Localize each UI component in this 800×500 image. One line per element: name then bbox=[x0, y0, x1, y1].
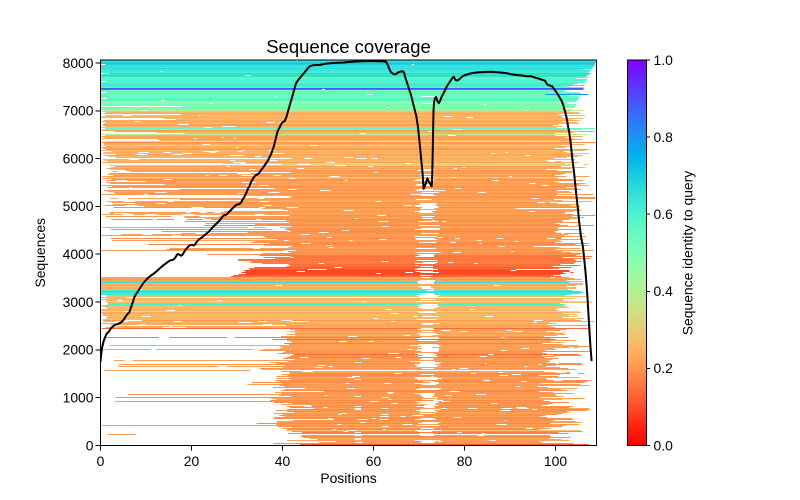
svg-text:0.0: 0.0 bbox=[654, 437, 674, 453]
svg-text:Sequence coverage: Sequence coverage bbox=[266, 36, 431, 57]
svg-text:8000: 8000 bbox=[63, 55, 94, 71]
svg-text:6000: 6000 bbox=[63, 150, 94, 166]
svg-text:Sequences: Sequences bbox=[32, 218, 48, 288]
svg-text:80: 80 bbox=[457, 453, 473, 469]
svg-text:0.8: 0.8 bbox=[654, 129, 674, 145]
svg-text:60: 60 bbox=[366, 453, 382, 469]
svg-text:5000: 5000 bbox=[63, 198, 94, 214]
svg-text:0.4: 0.4 bbox=[654, 283, 674, 299]
svg-text:100: 100 bbox=[544, 453, 567, 469]
svg-text:Positions: Positions bbox=[320, 470, 376, 486]
svg-text:0: 0 bbox=[86, 437, 94, 453]
svg-text:3000: 3000 bbox=[63, 294, 94, 310]
svg-text:0.2: 0.2 bbox=[654, 360, 674, 376]
svg-text:40: 40 bbox=[275, 453, 291, 469]
svg-text:0.6: 0.6 bbox=[654, 206, 674, 222]
svg-text:20: 20 bbox=[184, 453, 200, 469]
svg-text:Sequence identity to query: Sequence identity to query bbox=[680, 171, 696, 336]
svg-text:0: 0 bbox=[97, 453, 105, 469]
svg-text:4000: 4000 bbox=[63, 246, 94, 262]
svg-text:1.0: 1.0 bbox=[654, 52, 674, 68]
svg-text:1000: 1000 bbox=[63, 390, 94, 406]
svg-text:7000: 7000 bbox=[63, 103, 94, 119]
svg-text:2000: 2000 bbox=[63, 342, 94, 358]
